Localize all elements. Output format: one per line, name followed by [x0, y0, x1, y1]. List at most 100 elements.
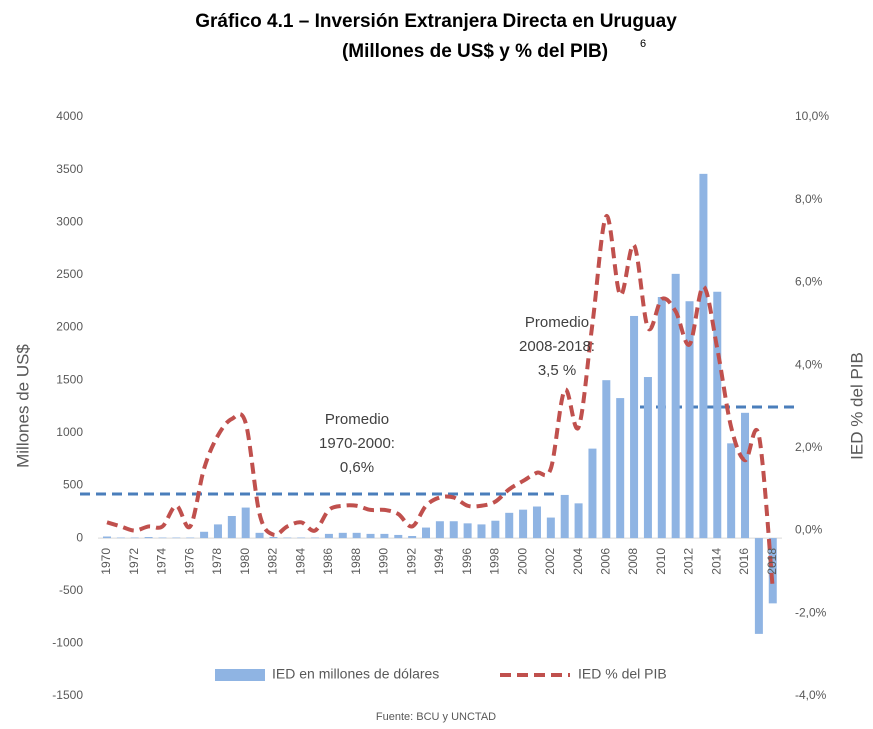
- bar: [560, 494, 569, 539]
- x-tick-label: 2014: [709, 548, 723, 575]
- y-tick-label: 3500: [56, 162, 83, 176]
- bar: [116, 537, 125, 539]
- x-tick-label: 2012: [682, 548, 696, 575]
- bar: [463, 523, 472, 539]
- bar: [435, 521, 444, 539]
- x-tick-label: 1988: [349, 548, 363, 575]
- bar: [352, 532, 361, 539]
- bar: [324, 533, 333, 539]
- chart-subtitle: (Millones de US$ y % del PIB): [342, 41, 608, 62]
- y-axis-label: Millones de US$: [13, 344, 32, 468]
- y-tick-label: 1000: [56, 425, 83, 439]
- bar: [741, 412, 750, 539]
- annotation: 3,5 %: [538, 362, 576, 379]
- bar: [532, 506, 541, 539]
- bar: [657, 297, 666, 539]
- bar: [630, 315, 639, 539]
- bar: [366, 533, 375, 539]
- bar: [172, 537, 181, 539]
- bar: [699, 173, 708, 539]
- bar: [213, 524, 222, 539]
- x-tick-label: 1972: [127, 548, 141, 575]
- bar: [643, 377, 652, 539]
- x-tick-label: 2016: [737, 548, 751, 575]
- y2-tick-label: 0,0%: [795, 523, 823, 537]
- x-tick-label: 1982: [266, 548, 280, 575]
- y-tick-label: -1000: [52, 636, 83, 650]
- bar: [130, 537, 139, 539]
- bar: [727, 443, 736, 539]
- bar: [103, 536, 111, 539]
- y-tick-label: 0: [76, 530, 83, 544]
- source: Fuente: BCU y UNCTAD: [376, 711, 496, 723]
- annotation: 0,6%: [340, 459, 374, 476]
- x-tick-label: 1996: [460, 548, 474, 575]
- x-tick-label: 2002: [543, 548, 557, 575]
- x-tick-label: 1976: [182, 548, 196, 575]
- bar: [241, 507, 250, 539]
- bar: [602, 380, 611, 539]
- bar: [685, 301, 694, 539]
- legend-label: IED en millones de dólares: [272, 666, 439, 682]
- x-tick-label: 1994: [432, 548, 446, 575]
- x-tick-label: 2018: [765, 548, 779, 575]
- chart-title: Gráfico 4.1 – Inversión Extranjera Direc…: [195, 11, 677, 32]
- x-tick-label: 2000: [515, 548, 529, 575]
- y-tick-label: -500: [59, 583, 83, 597]
- bar: [158, 537, 167, 539]
- annotation: Promedio: [525, 314, 589, 331]
- bar: [144, 537, 153, 539]
- x-tick-label: 1980: [238, 548, 252, 575]
- bar: [255, 532, 264, 539]
- y2-tick-label: 4,0%: [795, 357, 823, 371]
- bar: [394, 534, 403, 539]
- bar: [768, 538, 777, 604]
- y-tick-label: 4000: [56, 109, 83, 123]
- x-tick-label: 1990: [377, 548, 391, 575]
- legend-label: IED % del PIB: [578, 666, 667, 682]
- bar: [519, 509, 528, 539]
- bar: [269, 537, 278, 539]
- x-tick-label: 2008: [626, 548, 640, 575]
- bar: [616, 398, 625, 539]
- bar: [754, 538, 763, 634]
- bar: [671, 273, 680, 539]
- x-tick-label: 1984: [293, 548, 307, 575]
- x-tick-label: 1974: [155, 548, 169, 575]
- bar: [408, 535, 417, 539]
- bar: [422, 527, 431, 539]
- bar: [449, 521, 458, 539]
- bar: [588, 448, 597, 539]
- x-tick-label: 1998: [488, 548, 502, 575]
- y2-tick-label: 10,0%: [795, 109, 829, 123]
- bar: [311, 537, 320, 539]
- footnote-mark: 6: [640, 38, 646, 50]
- bar: [546, 517, 555, 539]
- line: [106, 214, 775, 589]
- x-tick-label: 1978: [210, 548, 224, 575]
- bar: [491, 520, 500, 539]
- bar: [283, 537, 292, 539]
- bar: [380, 533, 389, 539]
- y-tick-label: 3000: [56, 214, 83, 228]
- annotation: 1970-2000:: [319, 435, 395, 452]
- y-tick-label: 1500: [56, 372, 83, 386]
- y2-tick-label: 6,0%: [795, 275, 823, 289]
- bar: [477, 524, 486, 539]
- y2-tick-label: 2,0%: [795, 440, 823, 454]
- y-tick-label: 2000: [56, 320, 83, 334]
- bar: [200, 531, 209, 539]
- x-tick-label: 2004: [571, 548, 585, 575]
- x-tick-label: 2006: [598, 548, 612, 575]
- bar: [186, 537, 195, 539]
- y-tick-label: -1500: [52, 688, 83, 702]
- annotation: Promedio: [325, 411, 389, 428]
- bar: [713, 291, 722, 539]
- x-tick-label: 2010: [654, 548, 668, 575]
- legend-swatch: [215, 669, 265, 681]
- y2-axis-label: IED % del PIB: [847, 352, 866, 460]
- bar: [227, 515, 236, 539]
- y2-tick-label: -4,0%: [795, 688, 827, 702]
- annotation: 2008-2018:: [519, 338, 595, 355]
